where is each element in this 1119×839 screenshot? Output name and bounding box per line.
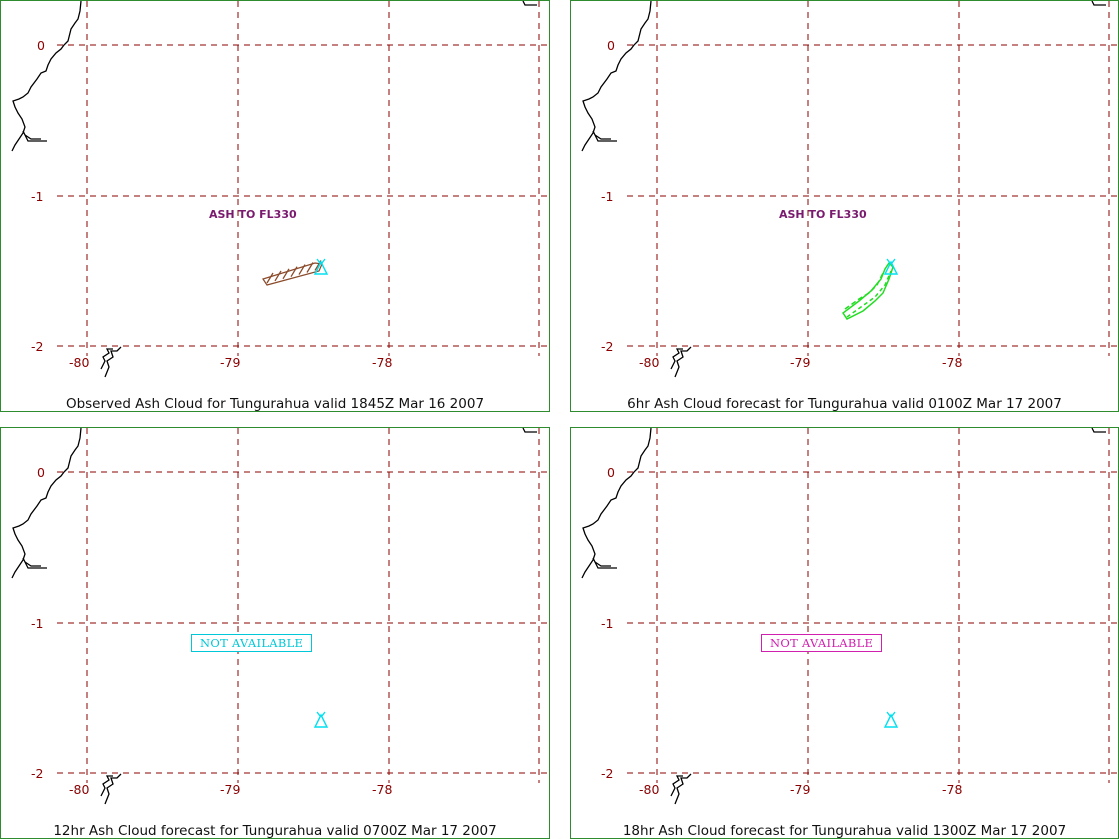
coastline — [581, 428, 1106, 805]
longitude-label: -80 — [639, 782, 660, 797]
map-canvas — [11, 428, 549, 805]
lat-lon-grid — [57, 428, 549, 783]
panel-caption: 12hr Ash Cloud forecast for Tungurahua v… — [53, 823, 497, 839]
longitude-label: -80 — [639, 355, 660, 370]
longitude-label: -79 — [220, 355, 241, 370]
coastline-path — [522, 1, 537, 6]
panel-caption: 6hr Ash Cloud forecast for Tungurahua va… — [627, 396, 1062, 412]
latitude-label: -2 — [601, 766, 614, 781]
latitude-label: 0 — [37, 465, 45, 480]
coastline-path — [594, 561, 611, 567]
coastline-path — [592, 130, 617, 142]
coastline-path — [581, 1, 652, 152]
ash-hatch-line — [274, 270, 282, 282]
coastline-path — [594, 134, 611, 140]
volcano-triangle-icon — [313, 258, 329, 275]
lat-lon-grid — [627, 428, 1118, 783]
map-panel-observed: 0 -1 -2 -80 -79 -78 ASH TO FL330 Observed Ash C… — [0, 0, 550, 412]
coastline-path — [592, 557, 617, 569]
longitude-label: -78 — [942, 782, 963, 797]
forecast-ash-cloud — [841, 261, 894, 320]
coastline-path — [670, 348, 683, 370]
map-panel-18hr-forecast: 0 -1 -2 -80 -79 -78 NOT AVAILABLE 18hr Ash Clou… — [570, 427, 1119, 839]
latitude-label: -2 — [601, 339, 614, 354]
observed-ash-cloud — [262, 260, 323, 286]
longitude-label: -80 — [69, 782, 90, 797]
map-canvas — [581, 1, 1118, 378]
latitude-label: -1 — [31, 189, 44, 204]
latitude-label: -2 — [31, 766, 44, 781]
latitude-label: -2 — [31, 339, 44, 354]
longitude-label: -79 — [790, 355, 811, 370]
coastline — [11, 428, 537, 805]
longitude-label: -78 — [372, 355, 393, 370]
map-canvas — [11, 1, 549, 378]
coastline-path — [24, 561, 41, 567]
not-available-badge: NOT AVAILABLE — [191, 634, 313, 652]
ash-altitude-label: ASH TO FL330 — [209, 208, 297, 221]
coastline-path — [100, 348, 113, 370]
forecast-cloud-outline — [841, 261, 894, 320]
latitude-label: -1 — [31, 616, 44, 631]
panel-caption: Observed Ash Cloud for Tungurahua valid … — [65, 396, 485, 412]
coastline-path — [100, 775, 113, 797]
longitude-label: -79 — [220, 782, 241, 797]
volcano-triangle-icon — [313, 711, 329, 728]
coastline — [581, 1, 1106, 378]
ash-hatch-line — [298, 264, 306, 275]
coastline-path — [24, 134, 41, 140]
coastline-path — [22, 557, 47, 569]
panel-caption: 18hr Ash Cloud forecast for Tungurahua v… — [622, 823, 1067, 839]
ash-hatch-line — [290, 266, 298, 278]
ash-altitude-label: ASH TO FL330 — [779, 208, 867, 221]
longitude-label: -79 — [790, 782, 811, 797]
latitude-label: 0 — [37, 38, 45, 53]
longitude-label: -78 — [372, 782, 393, 797]
coastline-path — [22, 130, 47, 142]
ash-hatch-line — [306, 262, 314, 273]
coastline-path — [522, 428, 537, 433]
map-canvas — [581, 428, 1118, 805]
forecast-cloud-inner — [846, 270, 892, 318]
coastline-path — [581, 428, 652, 579]
latitude-label: 0 — [607, 465, 615, 480]
volcano-triangle-icon — [883, 258, 899, 275]
coastline-path — [1091, 428, 1106, 433]
lat-lon-grid — [57, 1, 549, 356]
coastline — [11, 1, 537, 378]
coastline-path — [1091, 1, 1106, 6]
coastline-path — [674, 346, 692, 378]
coastline-path — [670, 775, 683, 797]
coastline-path — [104, 773, 122, 805]
coastline-path — [674, 773, 692, 805]
ash-hatch-line — [266, 272, 274, 284]
latitude-label: -1 — [601, 616, 614, 631]
latitude-label: -1 — [601, 189, 614, 204]
forecast-cloud-inner — [844, 272, 884, 310]
longitude-label: -78 — [942, 355, 963, 370]
longitude-label: -80 — [69, 355, 90, 370]
coastline-path — [104, 346, 122, 378]
lat-lon-grid — [627, 1, 1118, 356]
coastline-path — [11, 1, 82, 152]
latitude-label: 0 — [607, 38, 615, 53]
volcano-triangle-icon — [883, 711, 899, 728]
coastline-path — [11, 428, 82, 579]
map-panel-6hr-forecast: 0 -1 -2 -80 -79 -78 ASH TO FL330 6hr Ash Cloud … — [570, 0, 1119, 412]
not-available-badge: NOT AVAILABLE — [761, 634, 883, 652]
map-panel-12hr-forecast: 0 -1 -2 -80 -79 -78 NOT AVAILABLE 12hr Ash Clou… — [0, 427, 550, 839]
ash-hatch-line — [282, 268, 290, 280]
